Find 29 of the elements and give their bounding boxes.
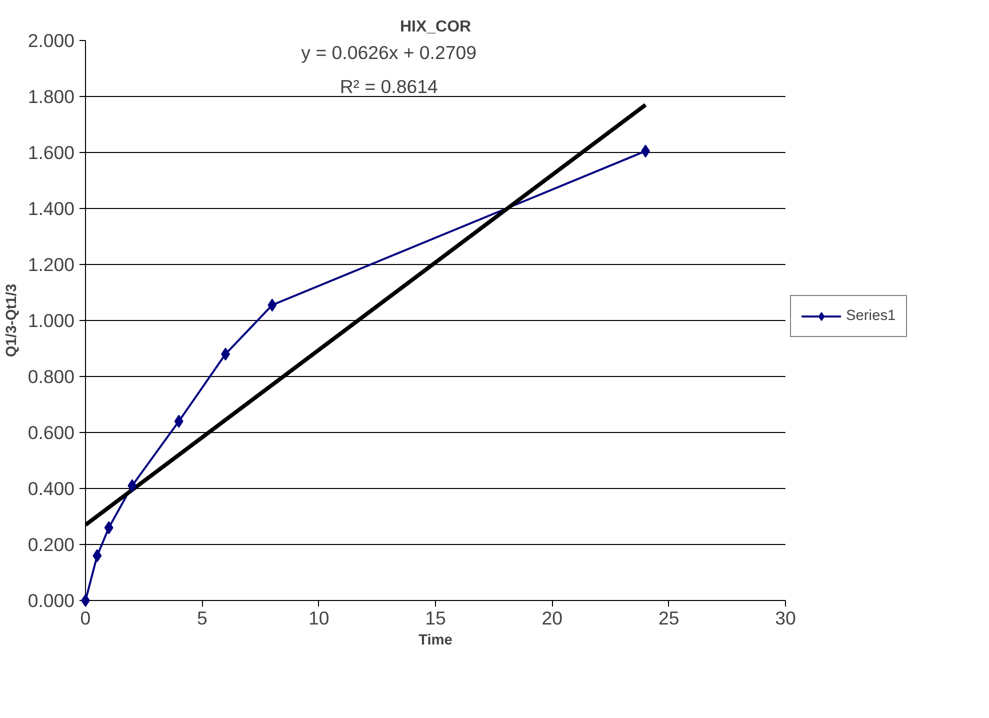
x-tick-label: 5 bbox=[196, 608, 208, 628]
y-tick-label: 0.400 bbox=[28, 478, 74, 499]
y-tick-label: 1.000 bbox=[28, 310, 74, 331]
x-tick-label: 15 bbox=[425, 608, 446, 628]
y-tick-label: 1.800 bbox=[28, 86, 74, 107]
y-tick-label: 0.200 bbox=[28, 534, 74, 555]
x-tick-label: 10 bbox=[308, 608, 330, 628]
chart-title: HIX_COR bbox=[400, 18, 472, 36]
legend-label: Series1 bbox=[846, 308, 896, 324]
x-axis-title: Time bbox=[418, 632, 452, 648]
point bbox=[128, 479, 137, 492]
x-tick-label: 30 bbox=[775, 608, 796, 628]
annotation: R² = 0.8614 bbox=[340, 76, 438, 97]
point bbox=[174, 414, 184, 428]
y-axis-title: Q1/3-Qt1/3 bbox=[4, 284, 20, 358]
y-tick-label: 0.000 bbox=[28, 590, 74, 611]
x-tick-label: 20 bbox=[542, 608, 563, 628]
y-tick-label: 1.400 bbox=[28, 198, 74, 219]
y-tick-label: 1.600 bbox=[28, 142, 74, 163]
point bbox=[92, 549, 102, 562]
y-tick-label: 2.000 bbox=[28, 30, 74, 51]
y-tick-label: 0.800 bbox=[28, 366, 74, 387]
annotation: y = 0.0626x + 0.2709 bbox=[301, 42, 476, 63]
point bbox=[268, 298, 277, 312]
y-tick-label: 1.200 bbox=[28, 254, 74, 275]
x-tick-label: 25 bbox=[658, 608, 680, 628]
y-tick-label: 0.600 bbox=[28, 422, 74, 443]
point bbox=[104, 521, 114, 534]
x-tick-label: 0 bbox=[80, 608, 91, 628]
